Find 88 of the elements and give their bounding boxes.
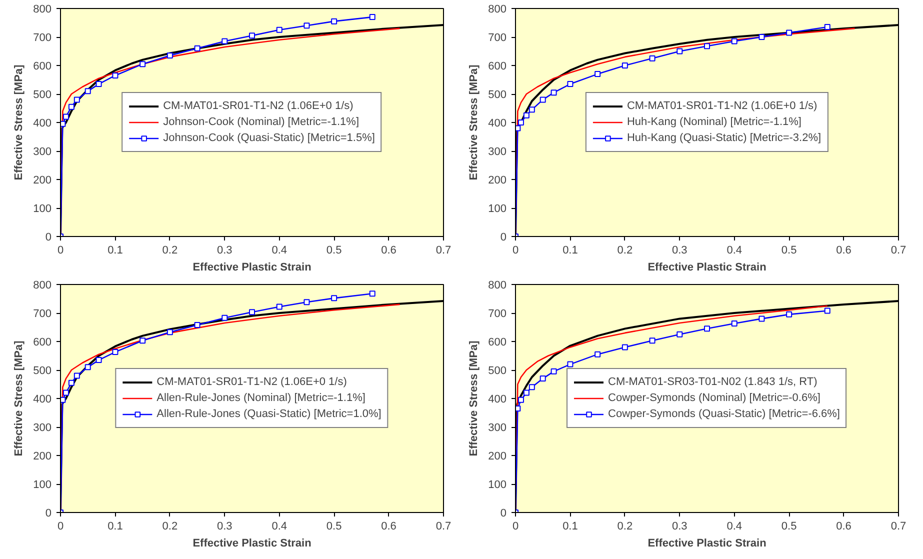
x-tick-label: 0 [57, 520, 64, 532]
x-axis-title: Effective Plastic Strain [648, 262, 767, 274]
x-tick-label: 0.6 [381, 244, 396, 256]
y-tick-label: 200 [33, 450, 52, 462]
x-tick-label: 0.3 [216, 244, 232, 256]
y-tick-label: 200 [488, 450, 507, 462]
y-tick-label: 600 [33, 60, 52, 72]
legend-label: CM-MAT01-SR01-T1-N2 (1.06E+0 1/s) [156, 375, 347, 389]
x-axis-title: Effective Plastic Strain [648, 538, 767, 550]
x-tick-label: 0.4 [726, 244, 742, 256]
y-tick-label: 400 [488, 118, 507, 130]
y-axis-title: Effective Stress [MPa] [468, 64, 480, 180]
x-tick-label: 0.6 [836, 520, 852, 532]
x-tick-label: 0 [512, 520, 519, 532]
y-tick-label: 200 [33, 174, 52, 186]
y-tick-label: 800 [488, 4, 507, 16]
y-tick-label: 100 [33, 203, 52, 215]
y-tick-label: 0 [45, 508, 52, 520]
y-tick-label: 100 [33, 479, 52, 491]
x-tick-label: 0.7 [436, 244, 452, 256]
x-tick-label: 0.2 [617, 520, 633, 532]
y-tick-label: 700 [33, 308, 52, 320]
x-tick-label: 0.7 [890, 244, 906, 256]
y-tick-label: 800 [33, 280, 52, 292]
legend-label: CM-MAT01-SR01-T1-N2 (1.06E+0 1/s) [163, 99, 354, 113]
y-tick-label: 300 [488, 146, 507, 158]
x-tick-label: 0.2 [162, 244, 178, 256]
y-axis-title: Effective Stress [MPa] [468, 340, 480, 456]
y-tick-label: 500 [488, 89, 507, 101]
x-axis-title: Effective Plastic Strain [192, 262, 312, 274]
y-tick-label: 300 [33, 146, 52, 158]
x-tick-label: 0.1 [108, 244, 123, 256]
legend-label: Allen-Rule-Jones (Nominal) [Metric=-1.1%] [156, 391, 366, 405]
legend-label: Huh-Kang (Quasi-Static) [Metric=-3.2%] [626, 131, 822, 145]
y-tick-label: 700 [488, 308, 507, 320]
x-tick-label: 0.1 [562, 244, 578, 256]
x-tick-label: 0.2 [162, 520, 178, 532]
y-tick-label: 500 [33, 89, 52, 101]
y-tick-label: 600 [33, 336, 52, 348]
y-tick-label: 700 [488, 32, 507, 44]
x-tick-label: 0.3 [672, 520, 688, 532]
y-tick-label: 400 [33, 394, 52, 406]
x-tick-label: 0.2 [617, 244, 633, 256]
x-tick-label: 0.6 [381, 520, 396, 532]
x-tick-label: 0.7 [890, 520, 906, 532]
x-tick-label: 0.5 [326, 244, 342, 256]
legend-label: Cowper-Symonds (Quasi-Static) [Metric=-6.6%] [608, 407, 840, 421]
legend-label: CM-MAT01-SR03-T01-N02 (1.843 1/s, RT) [608, 375, 818, 389]
y-tick-label: 600 [488, 336, 507, 348]
x-tick-label: 0.5 [781, 244, 797, 256]
legend-label: Johnson-Cook (Quasi-Static) [Metric=1.5%] [163, 131, 375, 145]
x-tick-label: 0.5 [781, 520, 797, 532]
legend-label: Allen-Rule-Jones (Quasi-Static) [Metric=1.0%] [156, 407, 382, 421]
x-tick-label: 0.4 [272, 520, 288, 532]
y-tick-label: 700 [33, 32, 52, 44]
x-tick-label: 0.7 [436, 520, 452, 532]
y-axis-title: Effective Stress [MPa] [13, 64, 26, 180]
y-tick-label: 800 [33, 4, 52, 16]
legend-label: Cowper-Symonds (Nominal) [Metric=-0.6%] [608, 391, 820, 405]
x-tick-label: 0 [512, 244, 519, 256]
y-axis-title: Effective Stress [MPa] [13, 340, 26, 456]
x-tick-label: 0.6 [836, 244, 852, 256]
y-tick-label: 0 [500, 508, 507, 520]
legend-label: CM-MAT01-SR01-T1-N2 (1.06E+0 1/s) [626, 99, 818, 113]
y-tick-label: 200 [488, 174, 507, 186]
y-tick-label: 0 [45, 232, 52, 244]
x-tick-label: 0.3 [216, 520, 232, 532]
x-tick-label: 0.1 [108, 520, 123, 532]
y-tick-label: 0 [500, 232, 507, 244]
y-tick-label: 100 [488, 479, 507, 491]
x-tick-label: 0.4 [272, 244, 288, 256]
y-tick-label: 500 [33, 365, 52, 377]
x-tick-label: 0.5 [326, 520, 342, 532]
y-tick-label: 600 [488, 60, 507, 72]
x-tick-label: 0.3 [672, 244, 688, 256]
y-tick-label: 300 [33, 422, 52, 434]
legend-label: Huh-Kang (Nominal) [Metric=-1.1%] [626, 115, 802, 129]
x-axis-title: Effective Plastic Strain [192, 538, 312, 550]
x-tick-label: 0.1 [562, 520, 578, 532]
y-tick-label: 400 [33, 118, 52, 130]
y-tick-label: 300 [488, 422, 507, 434]
y-tick-label: 800 [488, 280, 507, 292]
x-tick-label: 0 [57, 244, 64, 256]
y-tick-label: 500 [488, 365, 507, 377]
x-tick-label: 0.4 [726, 520, 742, 532]
y-tick-label: 400 [488, 394, 507, 406]
y-tick-label: 100 [488, 203, 507, 215]
legend-label: Johnson-Cook (Nominal) [Metric=-1.1%] [163, 115, 360, 129]
